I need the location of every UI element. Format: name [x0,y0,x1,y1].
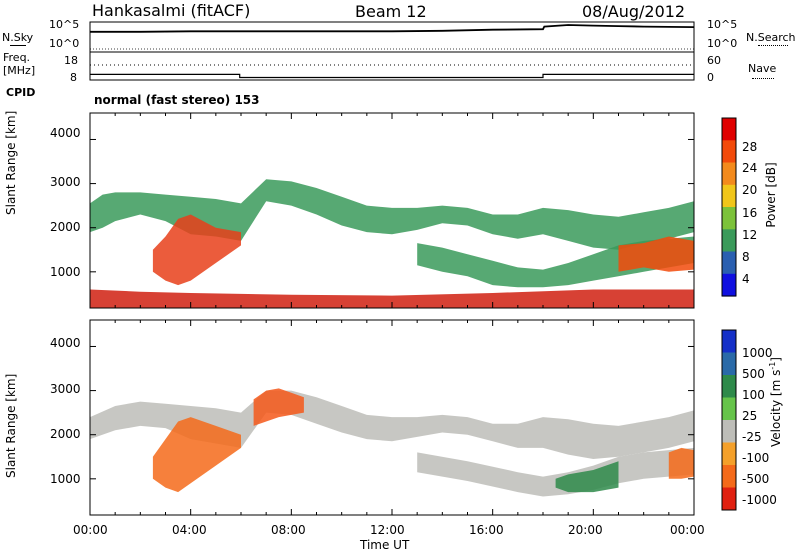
cpid-label: CPID [6,86,36,99]
velocity-cbar-tick-25: 25 [742,409,758,423]
velocity-scatter-band-4 [555,461,619,493]
velocity-colorbar-segment [722,442,736,466]
velocity-scatter-band-2 [253,388,304,426]
nave-ytick-high: 60 [707,54,721,67]
velocity-colorbar-segment [722,330,736,353]
velocity-data-layer [90,388,694,497]
power-colorbar-segment [722,207,736,230]
freq-label: Freq. [3,51,31,64]
power-ytick-2000: 2000 [50,220,81,234]
nave-ytick-low: 0 [707,71,714,84]
power-cbar-tick-4: 4 [742,272,750,286]
power-colorbar-segment [722,229,736,253]
velocity-colorbar-segment [722,397,736,421]
power-colorbar-segment [722,118,736,141]
freq-unit-label: [MHz] [3,64,36,77]
sky-ytick-low-left: 10^0 [49,37,80,50]
xtick-4: 16:00 [469,523,504,537]
velocity-colorbar-segment [722,352,736,376]
tick-mark-layer [89,113,695,515]
power-data-layer [90,179,694,308]
power-ytick-1000: 1000 [50,265,81,279]
colorbar-layer [721,117,737,511]
xtick-2: 08:00 [271,523,306,537]
xtick-1: 04:00 [172,523,207,537]
xtick-5: 20:00 [568,523,603,537]
search-noise-line-key [758,45,788,46]
velocity-cbar-tick-100: 100 [742,388,765,402]
velocity-scatter-band-5 [668,447,694,479]
velocity-ytick-2000: 2000 [50,427,81,441]
power-ytick-3000: 3000 [50,175,81,189]
sky-ytick-low-right: 10^0 [707,37,738,50]
search-noise-label: N.Search [746,31,796,44]
sky-noise-label: N.Sky [2,31,34,44]
power-colorbar-segment [722,140,736,164]
sky-ytick-high-right: 10^5 [707,18,738,31]
velocity-colorbar-segment [722,375,736,398]
velocity-colorbar-segment [722,420,736,443]
xtick-6: 00:00 [670,523,705,537]
velocity-ytick-3000: 3000 [50,382,81,396]
velocity-cbar-tick-neg100: -100 [742,451,770,465]
velocity-scatter-band-3 [417,447,694,497]
power-cbar-tick-8: 8 [742,250,750,264]
velocity-cbar-tick-1000: 1000 [742,346,773,360]
sky-ytick-high-left: 10^5 [49,18,80,31]
sky-noise-line [90,24,695,33]
date-title: 08/Aug/2012 [582,2,686,21]
line-layer [90,24,695,79]
power-colorbar-segment [722,184,736,208]
freq-frame [89,51,695,81]
velocity-ytick-4000: 4000 [50,336,81,350]
nave-label: Nave [748,62,777,75]
freq-ytick-low: 8 [70,71,77,84]
power-cbar-tick-12: 12 [742,228,758,242]
power-colorbar-segment [722,251,736,275]
xtick-3: 12:00 [370,523,405,537]
cpid-mode-text: normal (fast stereo) 153 [94,93,260,107]
sky-noise-line-key [10,45,26,46]
power-cbar-tick-16: 16 [742,206,758,220]
velocity-colorbar-segment [722,487,736,511]
power-cbar-tick-28: 28 [742,140,758,154]
velocity-scatter-band-1 [152,417,241,493]
velocity-cbar-tick-neg25: -25 [742,430,762,444]
power-ytick-4000: 4000 [50,126,81,140]
power-cbar-tick-20: 20 [742,183,758,197]
power-colorbar-frame [721,117,737,297]
velocity-cbar-tick-neg1000: -1000 [742,493,777,507]
velocity-cbar-tick-500: 500 [742,367,765,381]
xtick-0: 00:00 [73,523,108,537]
power-scatter-band-4 [90,289,694,308]
beam-title: Beam 12 [355,2,427,21]
velocity-colorbar-frame [721,329,737,511]
power-scatter-band-3 [618,236,694,272]
nave-line-key [752,78,774,79]
frequency-line [90,73,694,79]
station-title: Hankasalmi (fitACF) [92,1,251,20]
freq-ytick-high: 18 [64,54,78,67]
power-cbar-tick-24: 24 [742,161,758,175]
power-scatter-band-1 [152,214,241,286]
power-colorbar-segment [722,162,736,186]
x-axis-label: Time UT [360,538,410,552]
velocity-cbar-tick-neg500: -500 [742,472,770,486]
velocity-ytick-1000: 1000 [50,472,81,486]
power-colorbar-segment [722,273,736,297]
velocity-colorbar-segment [722,465,736,488]
